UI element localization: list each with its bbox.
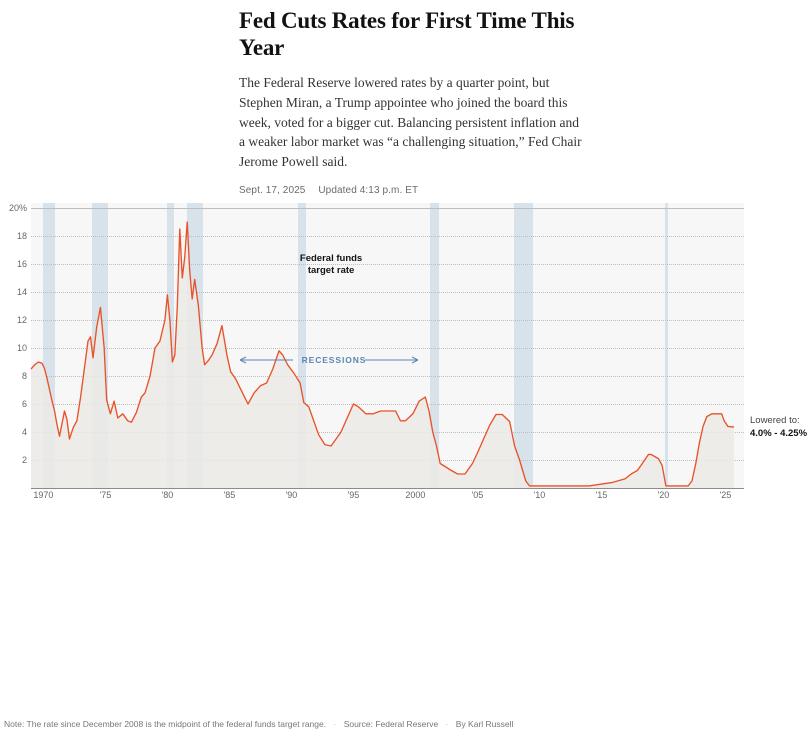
recession-band xyxy=(42,203,55,488)
y-axis-tick-label: 8 xyxy=(21,371,27,381)
y-axis-tick-label: 12 xyxy=(16,315,27,325)
series-line xyxy=(30,221,735,487)
gridline xyxy=(31,236,744,237)
x-axis-tick-label: '05 xyxy=(471,490,484,500)
footnote-note: Note: The rate since December 2008 is th… xyxy=(4,719,327,729)
recessions-label: RECESSIONS xyxy=(301,354,367,365)
updated-time: Updated 4:13 p.m. ET xyxy=(318,185,419,197)
gridline xyxy=(31,208,744,209)
callout-label: Lowered to: xyxy=(750,415,800,426)
article-header: Fed Cuts Rates for First Time This Year … xyxy=(239,0,584,223)
series-label: Federal funds target rate xyxy=(299,253,363,277)
x-axis-tick-label: '80 xyxy=(161,490,174,500)
x-axis-tick-label: '85 xyxy=(223,490,236,500)
x-axis-line xyxy=(31,488,744,489)
footnote-sep-2: · xyxy=(445,719,449,729)
recession-band xyxy=(298,203,307,488)
y-axis-tick-label: 20% xyxy=(8,203,27,213)
gridline xyxy=(31,404,744,405)
x-axis-tick-label: '25 xyxy=(719,490,732,500)
chart-container: 20% 18 16 14 12 10 8 6 4 2 Federal funds target rat… xyxy=(0,203,812,729)
y-axis-tick-label: 2 xyxy=(21,455,27,465)
callout-value: 4.0% - 4.25% xyxy=(750,427,808,439)
gridline xyxy=(31,264,744,265)
y-axis-tick-label: 10 xyxy=(16,343,27,353)
y-axis-tick-label: 16 xyxy=(16,259,27,269)
page-title: Fed Cuts Rates for First Time This Year xyxy=(239,8,575,60)
y-axis-tick-label: 14 xyxy=(16,287,27,297)
x-axis-tick-label: 1970 xyxy=(33,490,54,500)
gridline xyxy=(31,376,744,377)
gridline xyxy=(31,348,744,349)
article-summary: The Federal Reserve lowered rates by a q… xyxy=(239,74,582,170)
series-federal-funds-rate xyxy=(30,221,735,488)
x-axis-tick-label: '15 xyxy=(595,490,608,500)
x-axis-tick-label: '75 xyxy=(99,490,112,500)
x-axis-tick-label: '10 xyxy=(533,490,546,500)
x-axis-tick-label: '95 xyxy=(347,490,360,500)
footnote-byline: By Karl Russell xyxy=(455,719,514,729)
recession-band xyxy=(664,203,668,488)
y-axis-tick-label: 18 xyxy=(16,231,27,241)
article-timestamp: Sept. 17, 2025 Updated 4:13 p.m. ET xyxy=(239,185,584,196)
recession-band xyxy=(430,203,439,488)
y-axis-tick-label: 6 xyxy=(21,399,27,409)
x-axis-tick-label: '90 xyxy=(285,490,298,500)
footnote-sep-1: · xyxy=(333,719,337,729)
chart-plot-area: 20% 18 16 14 12 10 8 6 4 2 Federal funds target rat… xyxy=(9,203,744,488)
series-area-fill xyxy=(31,222,735,488)
publish-date: Sept. 17, 2025 xyxy=(239,185,306,197)
callout-lowered-to: Lowered to: 4.0% - 4.25% xyxy=(750,415,807,441)
recessions-range-arrow xyxy=(239,356,418,364)
y-axis-tick-label: 4 xyxy=(21,427,27,437)
footnote-source: Source: Federal Reserve xyxy=(343,719,439,729)
x-axis-tick-label: 2000 xyxy=(405,490,426,500)
x-axis-tick-label: '20 xyxy=(657,490,670,500)
recession-band xyxy=(513,203,533,488)
gridline xyxy=(31,320,744,321)
chart-footnote: Note: The rate since December 2008 is th… xyxy=(4,719,513,729)
gridline xyxy=(31,292,744,293)
